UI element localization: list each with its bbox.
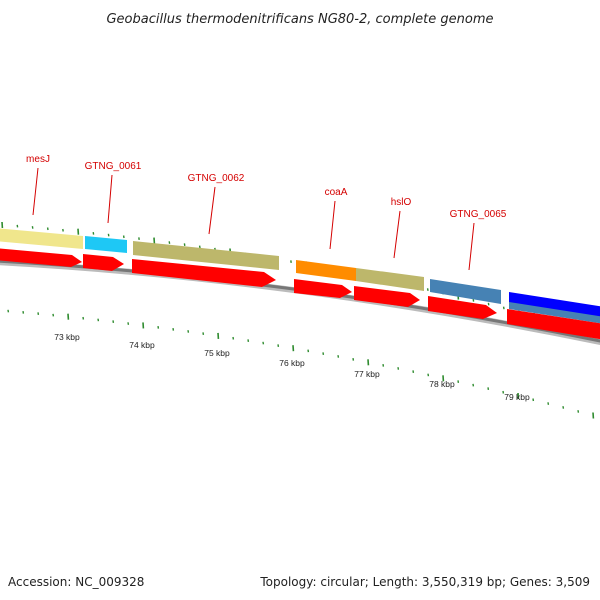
gene-label-mesj: mesJ — [26, 154, 50, 165]
cds-arrows — [0, 248, 600, 340]
tag-bar-gtng-0062 — [133, 241, 279, 270]
tag-bar-coaa — [296, 260, 356, 281]
kbp-label-79: 79 kbp — [504, 392, 530, 402]
feature-tags — [0, 228, 600, 324]
kbp-label-77: 77 kbp — [354, 369, 380, 379]
kbp-label-74: 74 kbp — [129, 340, 155, 350]
kbp-labels: 73 kbp 74 kbp 75 kbp 76 kbp 77 kbp 78 kb… — [54, 332, 530, 402]
lower-tick-marks — [7, 309, 595, 419]
cds-arrow-hslo — [354, 286, 420, 307]
cds-arrow-coaa — [294, 279, 352, 298]
kbp-label-76: 76 kbp — [279, 358, 305, 368]
tag-bar-next-blue — [509, 292, 600, 318]
tag-bar-mesj — [0, 228, 83, 249]
gene-label-gtng-0061: GTNG_0061 — [85, 161, 142, 172]
tag-bar-hslo — [356, 268, 424, 291]
cds-arrow-mesj — [0, 248, 82, 267]
gene-label-gtng-0062: GTNG_0062 — [188, 173, 245, 184]
tag-bar-gtng-0061 — [85, 236, 127, 253]
callout-line-gtng-0065 — [468, 222, 475, 271]
callout-line-gtng-0062 — [208, 186, 216, 235]
gene-label-coaa: coaA — [325, 187, 348, 198]
callout-line-mesj — [32, 167, 39, 216]
kbp-label-75: 75 kbp — [204, 348, 230, 358]
cds-arrow-gtng-0062 — [132, 259, 276, 287]
callout-line-gtng-0061 — [107, 174, 113, 224]
callout-line-hslo — [393, 210, 401, 259]
genome-summary-text: Topology: circular; Length: 3,550,319 bp… — [259, 575, 590, 589]
tag-bar-gtng-0065 — [430, 279, 501, 304]
map-title: Geobacillus thermodenitrificans NG80-2, … — [106, 12, 493, 27]
kbp-label-78: 78 kbp — [429, 379, 455, 389]
kbp-label-73: 73 kbp — [54, 332, 80, 342]
cds-arrow-gtng-0061 — [83, 254, 124, 271]
gene-label-gtng-0065: GTNG_0065 — [450, 209, 507, 220]
cds-arrow-gtng-0065 — [428, 296, 497, 319]
gene-label-hslo: hslO — [391, 197, 412, 208]
callout-line-coaa — [329, 200, 336, 250]
accession-text: Accession: NC_009328 — [8, 575, 144, 589]
gene-labels: mesJ GTNG_0061 GTNG_0062 coaA hslO GTNG_… — [26, 154, 507, 271]
tag-bar-next-steel — [509, 302, 600, 324]
cds-arrow-next — [507, 309, 600, 340]
